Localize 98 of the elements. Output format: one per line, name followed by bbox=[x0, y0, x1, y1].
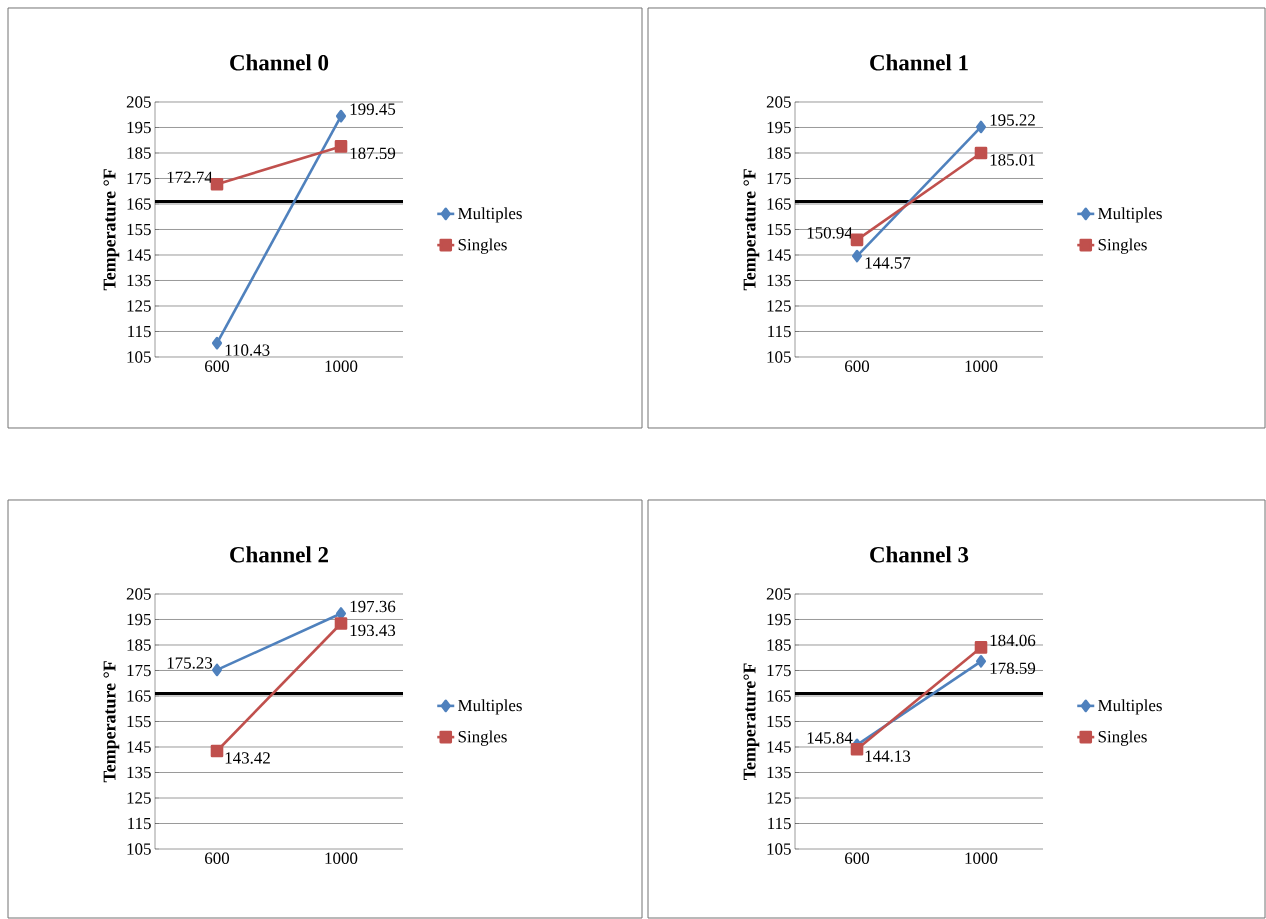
y-tick-label: 125 bbox=[767, 300, 791, 312]
y-tick-label: 125 bbox=[127, 300, 151, 312]
point bbox=[850, 233, 864, 247]
legend-label: Singles bbox=[1098, 730, 1147, 746]
y-tick-label: 105 bbox=[767, 843, 791, 855]
y-tick-label: 205 bbox=[766, 96, 791, 108]
y-tick-label: 165 bbox=[767, 690, 791, 702]
y-tick-label: 205 bbox=[126, 96, 151, 108]
y-tick-label: 145 bbox=[127, 249, 151, 261]
point bbox=[210, 744, 224, 758]
y-tick-label: 105 bbox=[127, 351, 151, 363]
data-label: 150.94 bbox=[807, 227, 853, 239]
y-tick-label: 155 bbox=[127, 223, 151, 236]
y-tick-label: 185 bbox=[767, 639, 791, 651]
legend-label: Singles bbox=[1098, 238, 1147, 254]
y-tick-label: 155 bbox=[767, 223, 791, 236]
y-tick-label: 135 bbox=[127, 766, 151, 779]
data-label: 178.59 bbox=[990, 662, 1036, 675]
y-tick-label: 115 bbox=[128, 817, 151, 830]
point bbox=[851, 249, 863, 263]
y-tick-label: 195 bbox=[767, 613, 791, 626]
point bbox=[211, 336, 223, 350]
y-tick-label: 185 bbox=[767, 147, 791, 159]
y-tick-label: 155 bbox=[127, 715, 151, 728]
x-tick-label: 1000 bbox=[965, 360, 998, 372]
y-tick-label: 135 bbox=[767, 766, 791, 779]
legend-label: Multiples bbox=[458, 207, 522, 223]
y-tick-label: 165 bbox=[127, 198, 151, 210]
x-tick-label: 600 bbox=[845, 360, 870, 372]
point bbox=[335, 109, 347, 123]
point bbox=[974, 641, 988, 654]
y-axis-title: Temperature°F bbox=[743, 663, 760, 781]
point bbox=[974, 146, 988, 160]
data-label: 175.23 bbox=[167, 657, 213, 669]
legend-label: Multiples bbox=[1098, 699, 1162, 715]
y-tick-label: 175 bbox=[127, 172, 151, 185]
data-label: 185.01 bbox=[990, 154, 1035, 166]
x-tick-label: 600 bbox=[205, 852, 230, 864]
x-tick-label: 1000 bbox=[325, 852, 358, 864]
legend-label: Singles bbox=[458, 238, 507, 254]
point bbox=[334, 140, 348, 153]
data-label: 197.36 bbox=[350, 600, 396, 613]
y-tick-label: 165 bbox=[127, 690, 151, 702]
y-tick-label: 115 bbox=[768, 817, 791, 830]
chart-title: Channel 0 bbox=[230, 54, 329, 71]
y-tick-label: 195 bbox=[127, 121, 151, 134]
y-tick-label: 115 bbox=[128, 325, 151, 338]
data-label: 143.42 bbox=[225, 752, 270, 764]
legend-label: Multiples bbox=[1098, 207, 1162, 223]
y-tick-label: 115 bbox=[768, 325, 791, 338]
y-axis-title: Temperature °F bbox=[743, 169, 760, 291]
y-tick-label: 125 bbox=[767, 792, 791, 804]
data-label: 184.06 bbox=[990, 634, 1036, 647]
point bbox=[850, 742, 864, 756]
data-label: 110.43 bbox=[225, 344, 270, 356]
point bbox=[210, 177, 224, 191]
legend-label: Multiples bbox=[458, 699, 522, 715]
data-label: 195.22 bbox=[990, 114, 1035, 126]
y-tick-label: 105 bbox=[127, 843, 151, 855]
chart-title: Channel 3 bbox=[870, 546, 969, 563]
y-tick-label: 175 bbox=[767, 664, 791, 677]
y-tick-label: 195 bbox=[767, 121, 791, 134]
y-tick-label: 105 bbox=[767, 351, 791, 363]
data-label: 187.59 bbox=[350, 147, 396, 160]
y-tick-label: 185 bbox=[127, 639, 151, 651]
y-tick-label: 195 bbox=[127, 613, 151, 626]
data-label: 199.45 bbox=[350, 103, 396, 115]
chart-title: Channel 2 bbox=[230, 546, 328, 563]
x-tick-label: 600 bbox=[205, 360, 230, 372]
data-label: 144.13 bbox=[865, 750, 911, 762]
y-tick-label: 135 bbox=[767, 274, 791, 287]
x-tick-label: 600 bbox=[845, 852, 870, 864]
y-tick-label: 205 bbox=[126, 588, 151, 600]
y-tick-label: 135 bbox=[127, 274, 151, 287]
y-tick-label: 145 bbox=[127, 741, 151, 753]
y-tick-label: 125 bbox=[127, 792, 151, 804]
y-tick-label: 175 bbox=[127, 664, 151, 677]
point bbox=[975, 120, 987, 134]
y-axis-title: Temperature °F bbox=[103, 169, 120, 291]
x-tick-label: 1000 bbox=[965, 852, 998, 864]
y-tick-label: 205 bbox=[766, 588, 791, 600]
y-axis-title: Temperature °F bbox=[103, 661, 120, 783]
point bbox=[334, 617, 348, 630]
data-label: 193.43 bbox=[350, 624, 396, 637]
y-tick-label: 165 bbox=[767, 198, 791, 210]
data-label: 145.84 bbox=[807, 732, 853, 744]
y-tick-label: 155 bbox=[767, 715, 791, 728]
point bbox=[211, 663, 223, 677]
y-tick-label: 145 bbox=[767, 741, 791, 753]
point bbox=[975, 655, 987, 668]
x-tick-label: 1000 bbox=[325, 360, 358, 372]
data-label: 144.57 bbox=[865, 257, 911, 269]
y-tick-label: 175 bbox=[767, 172, 791, 185]
y-tick-label: 185 bbox=[127, 147, 151, 159]
chart-title: Channel 1 bbox=[870, 54, 968, 71]
data-label: 172.74 bbox=[167, 171, 213, 184]
legend-label: Singles bbox=[458, 730, 507, 746]
y-tick-label: 145 bbox=[767, 249, 791, 261]
